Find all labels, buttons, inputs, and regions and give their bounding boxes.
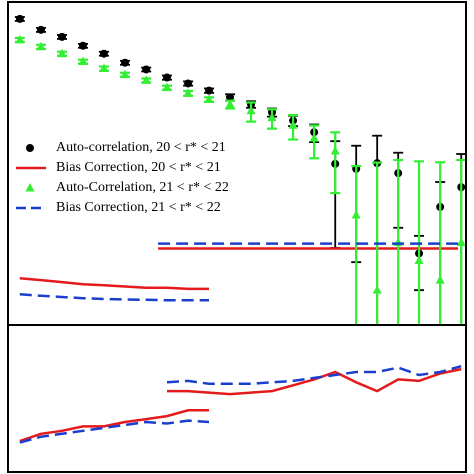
point — [351, 210, 361, 219]
point — [226, 93, 235, 102]
point — [162, 82, 172, 92]
legend-label: Bias Correction, 21 < r* < 22 — [56, 200, 221, 215]
point — [99, 63, 109, 73]
point — [330, 145, 340, 155]
point — [57, 48, 67, 58]
point — [456, 237, 466, 247]
legend-label: Auto-correlation, 20 < r* < 21 — [56, 140, 226, 155]
point — [36, 41, 46, 51]
point — [205, 86, 214, 95]
point — [435, 275, 445, 284]
point — [120, 58, 129, 67]
line — [19, 247, 458, 291]
point — [57, 32, 66, 41]
point — [36, 25, 45, 34]
point — [78, 41, 87, 50]
point — [309, 133, 319, 142]
point — [246, 105, 256, 115]
point — [183, 88, 193, 97]
line — [19, 364, 462, 444]
point — [372, 285, 382, 294]
legend-label: Auto-Correlation, 21 < r* < 22 — [56, 180, 229, 195]
point — [267, 112, 277, 122]
legend-label: Bias Correction, 20 < r* < 21 — [56, 160, 221, 175]
line — [19, 367, 462, 443]
point — [15, 34, 25, 44]
plot-frame — [7, 324, 467, 473]
legend-marker — [26, 144, 34, 152]
line — [19, 242, 458, 302]
legend-marker — [25, 183, 35, 192]
point — [184, 79, 193, 88]
point — [142, 65, 151, 74]
point — [78, 56, 88, 66]
point — [141, 75, 151, 84]
point — [288, 120, 298, 129]
point — [204, 94, 214, 104]
point — [99, 49, 108, 58]
point — [225, 99, 235, 108]
point — [414, 255, 424, 264]
plot-area — [14, 14, 466, 325]
point — [162, 73, 171, 82]
point — [15, 14, 24, 23]
plot-area — [19, 364, 462, 444]
point — [120, 69, 130, 79]
